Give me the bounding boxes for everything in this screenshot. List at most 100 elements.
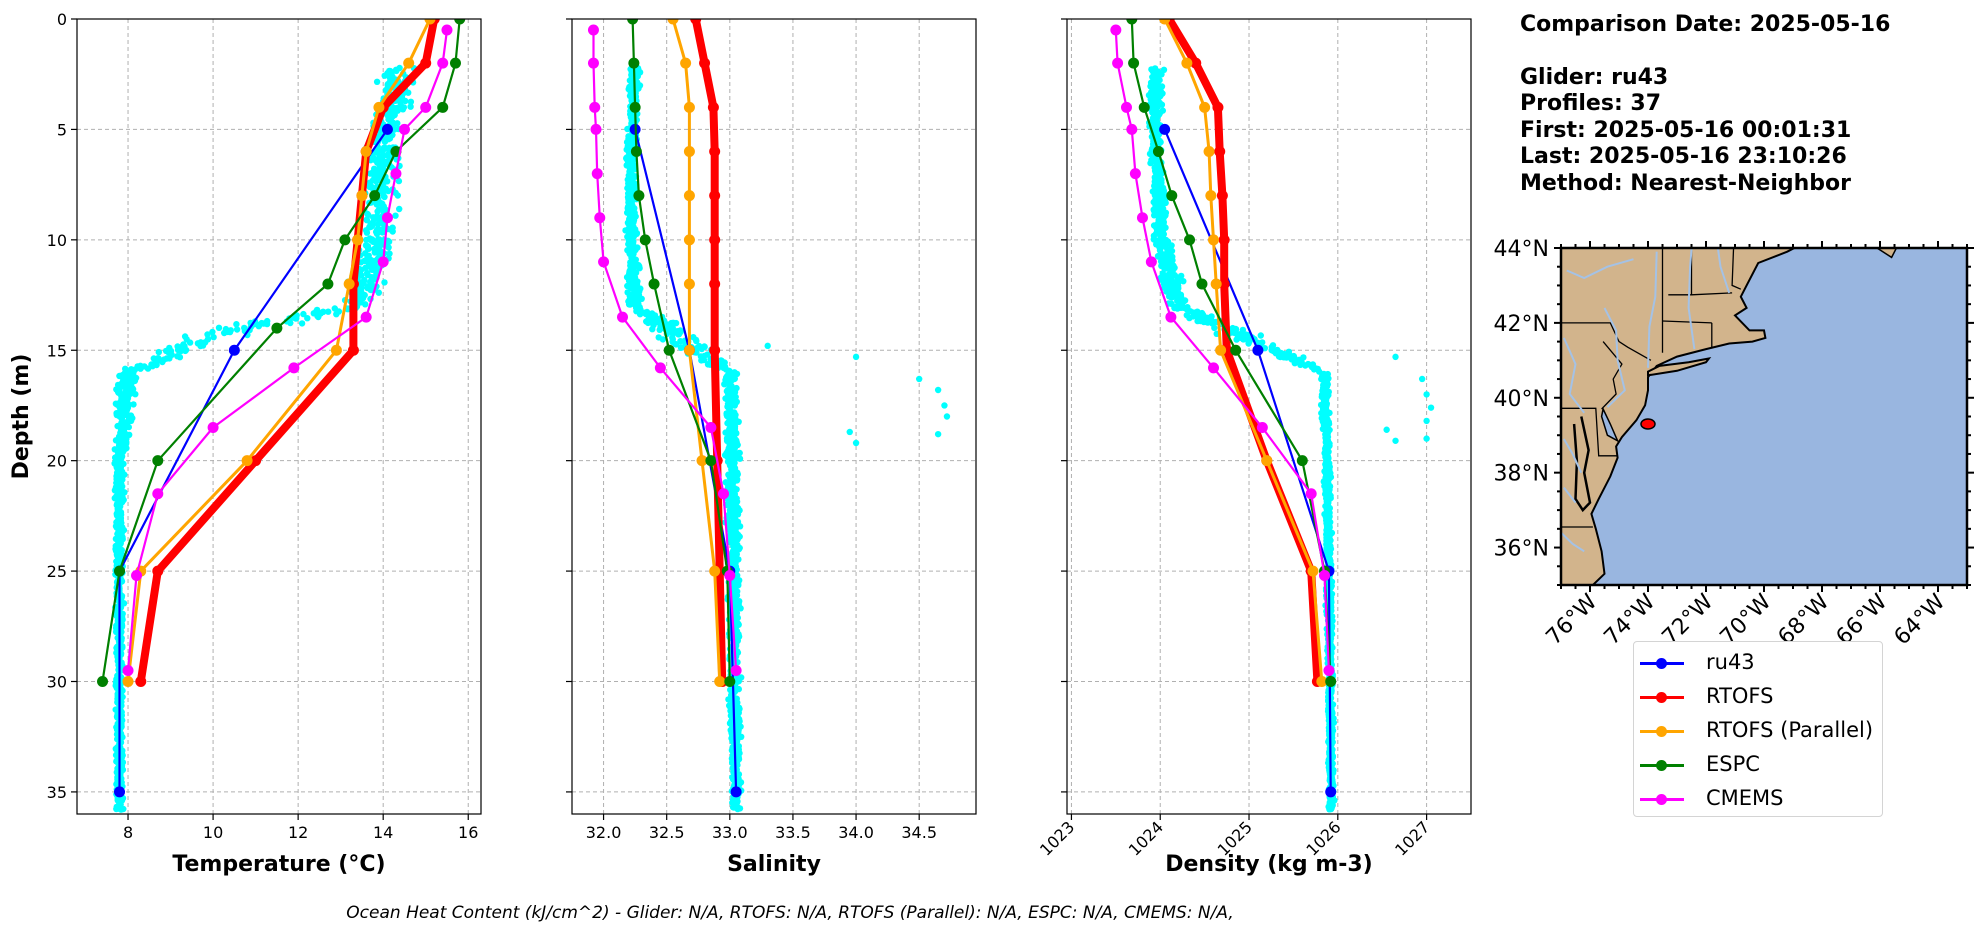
- legend-marker: [1656, 794, 1667, 805]
- point-cmems: [589, 101, 601, 113]
- longitude-label: 64°W: [1890, 589, 1951, 650]
- x-tick-label: 1024: [1125, 817, 1167, 859]
- point-rtofs-parallel: [709, 565, 721, 577]
- river: [1771, 248, 1773, 249]
- point-rtofs-parallel: [1181, 57, 1193, 69]
- point-rtofs: [709, 146, 721, 157]
- glider-point: [116, 531, 123, 538]
- point-rtofs-parallel: [683, 344, 695, 356]
- point-espc: [1152, 146, 1164, 157]
- glider-point: [734, 541, 741, 548]
- point-rtofs: [707, 101, 719, 113]
- glider-point: [1275, 353, 1283, 360]
- glider-point: [644, 319, 652, 327]
- glider-point: [131, 374, 139, 381]
- point-espc: [454, 19, 466, 25]
- glider-point: [692, 336, 700, 344]
- glider-point: [1323, 440, 1331, 448]
- point-cmems: [590, 123, 602, 135]
- glider-point: [1322, 413, 1329, 420]
- glider-point: [1156, 137, 1163, 145]
- point-rtofs-parallel: [1316, 676, 1328, 687]
- glider-point: [626, 231, 634, 239]
- glider-point: [396, 205, 403, 213]
- point-rtofs: [690, 19, 702, 25]
- glider-point: [392, 212, 399, 219]
- glider-point: [672, 341, 680, 348]
- glider-point: [626, 168, 634, 175]
- glider-point: [1174, 289, 1182, 296]
- x-tick-label: 33.0: [712, 823, 748, 842]
- river: [1566, 258, 1634, 280]
- glider-point: [730, 431, 738, 438]
- point-rtofs-parallel: [1205, 190, 1217, 202]
- glider-point: [1158, 179, 1165, 186]
- point-rtofs-parallel: [343, 278, 355, 290]
- glider-point: [852, 439, 860, 447]
- point-cmems: [122, 664, 134, 676]
- model-series: [1110, 19, 1337, 798]
- glider-point: [1152, 82, 1159, 90]
- point-rtofs: [1218, 278, 1230, 290]
- point-cmems: [207, 422, 219, 434]
- glider-point: [363, 216, 370, 223]
- point-rtofs-parallel: [1307, 565, 1319, 577]
- glider-point: [373, 201, 380, 208]
- point-rtofs-parallel: [373, 101, 385, 113]
- glider-point: [628, 114, 636, 122]
- glider-point: [394, 192, 401, 199]
- glider-point: [1161, 197, 1168, 204]
- glider-point: [943, 413, 951, 420]
- glider-point: [1423, 417, 1430, 425]
- glider-point: [736, 750, 743, 757]
- river: [1687, 248, 1696, 350]
- glider-point: [626, 270, 633, 277]
- point-espc: [1126, 19, 1138, 25]
- salinity-panel: 32.0 32.5 33.0 33.5 34.0 34.5 Salinity: [566, 18, 977, 877]
- point-rtofs-parallel: [683, 234, 695, 246]
- point-espc: [705, 455, 717, 467]
- point-espc: [152, 455, 164, 467]
- glider-point: [624, 203, 632, 211]
- glider-point: [1157, 274, 1165, 281]
- point-cmems: [1129, 168, 1141, 180]
- glider-point: [119, 378, 127, 386]
- glider-point: [194, 340, 202, 347]
- glider-point: [1196, 315, 1204, 322]
- glider-point: [1427, 404, 1435, 411]
- glider-point: [622, 227, 629, 234]
- point-espc: [1196, 278, 1208, 290]
- glider-point: [624, 184, 632, 191]
- point-rtofs: [1218, 234, 1230, 246]
- glider-point: [1423, 435, 1430, 442]
- point-espc: [724, 676, 736, 687]
- legend: ru43 RTOFS RTOFS (Parallel) ESPC CMEMS: [1633, 641, 1883, 817]
- glider-point: [210, 334, 217, 341]
- point-rtofs: [709, 234, 721, 246]
- glider-point: [730, 441, 737, 448]
- glider-point: [393, 67, 400, 75]
- point-rtofs-parallel: [360, 146, 372, 157]
- glider-point: [130, 401, 137, 408]
- glider-point: [636, 288, 643, 295]
- point-cmems: [1126, 123, 1138, 135]
- x-tick-label: 34.5: [901, 823, 937, 842]
- glider-point: [128, 367, 135, 374]
- glider-point: [209, 328, 216, 336]
- point-espc: [663, 344, 675, 356]
- glider-point: [1150, 232, 1158, 239]
- point-rtofs-parallel: [696, 455, 708, 467]
- point-espc: [648, 278, 660, 290]
- glider-point: [1392, 437, 1399, 444]
- point-rtofs-parallel: [683, 190, 695, 202]
- glider-point: [1302, 362, 1309, 369]
- glider-point: [1392, 353, 1399, 361]
- x-tick-label: 10: [203, 823, 223, 842]
- point-cmems: [617, 311, 628, 323]
- point-espc: [639, 234, 651, 246]
- axes-frame: [571, 18, 977, 815]
- point-ru43: [381, 123, 393, 135]
- glider-point: [735, 756, 743, 763]
- x-tick-label: 8: [123, 823, 133, 842]
- glider-point: [386, 110, 393, 118]
